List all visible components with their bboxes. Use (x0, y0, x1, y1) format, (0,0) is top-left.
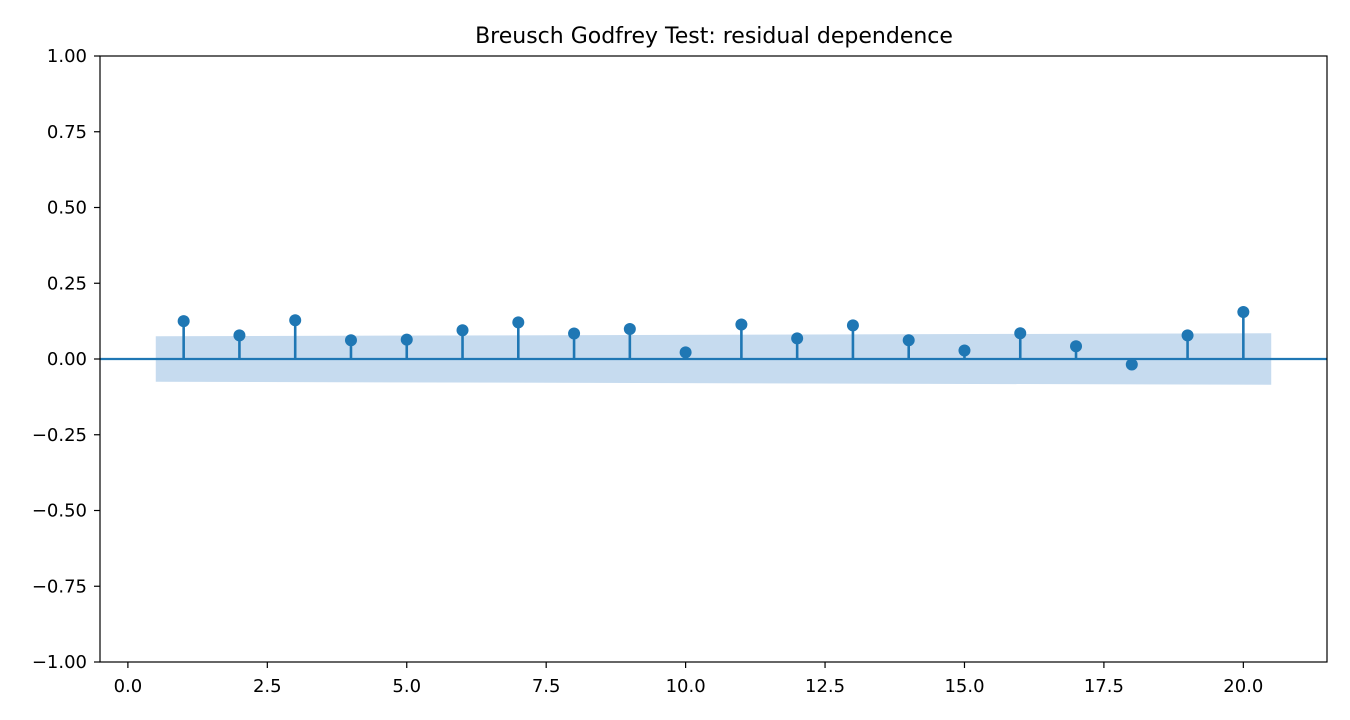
x-tick-label: 17.5 (1084, 676, 1124, 697)
stem-marker (233, 329, 246, 342)
y-tick-label: 0.00 (47, 349, 87, 370)
y-axis-ticks: −1.00 −0.75 −0.50 −0.25 0.00 0.25 0.50 0.75 1.00 (32, 46, 100, 673)
stem-marker (289, 314, 302, 327)
stem-marker (400, 333, 413, 346)
stem-marker (1014, 327, 1027, 340)
stem-marker (679, 346, 692, 359)
x-tick-label: 5.0 (392, 676, 421, 697)
y-tick-label: 0.25 (47, 273, 87, 294)
y-tick-label: 1.00 (47, 46, 87, 67)
x-tick-label: 2.5 (253, 676, 282, 697)
y-tick-label: 0.75 (47, 122, 87, 143)
stem-marker (791, 332, 804, 345)
stem-marker (846, 319, 859, 332)
stem-marker (456, 324, 469, 337)
stem-marker (568, 327, 581, 340)
stem-marker (735, 318, 748, 331)
y-tick-label: 0.50 (47, 198, 87, 219)
y-tick-label: −0.25 (32, 425, 87, 446)
x-tick-label: 7.5 (532, 676, 561, 697)
stem-marker (902, 334, 915, 347)
y-tick-label: −0.75 (32, 576, 87, 597)
stem-marker (512, 316, 525, 329)
x-tick-label: 0.0 (114, 676, 143, 697)
y-tick-label: −0.50 (32, 501, 87, 522)
stem-marker (1181, 329, 1194, 342)
y-tick-label: −1.00 (32, 652, 87, 673)
x-tick-label: 15.0 (944, 676, 984, 697)
stem-marker (1237, 306, 1250, 319)
stem-marker (177, 315, 190, 328)
stem-marker (623, 323, 636, 336)
stem-marker (1125, 358, 1138, 371)
x-tick-label: 20.0 (1223, 676, 1263, 697)
stem-marker (958, 344, 971, 357)
x-tick-label: 12.5 (805, 676, 845, 697)
marker-layer (177, 306, 1250, 371)
chart-title: Breusch Godfrey Test: residual dependenc… (475, 24, 953, 49)
stem-marker (344, 334, 357, 347)
x-tick-label: 10.0 (666, 676, 706, 697)
stem-marker (1070, 340, 1083, 353)
x-axis-ticks: 0.0 2.5 5.0 7.5 10.0 12.5 15.0 17.5 20.0 (114, 662, 1263, 697)
